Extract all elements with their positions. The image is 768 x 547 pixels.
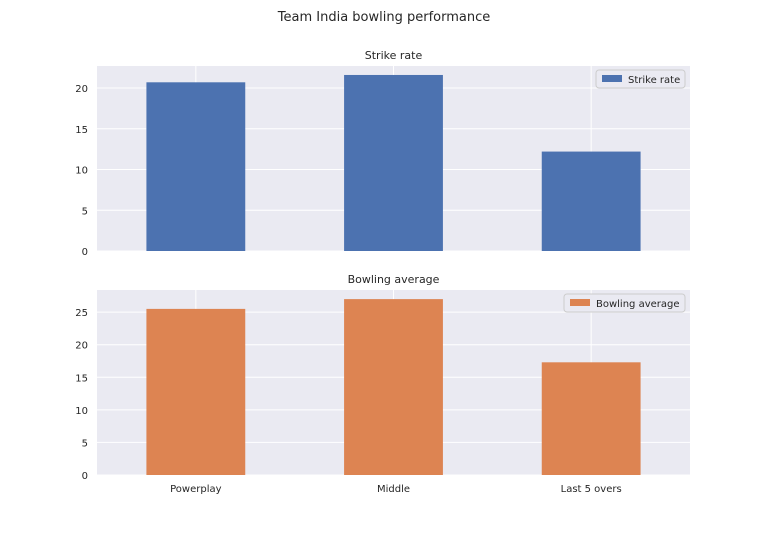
y-tick-label: 0 — [82, 471, 88, 482]
bar-powerplay — [146, 82, 246, 251]
legend-swatch — [570, 299, 590, 306]
legend-label: Strike rate — [628, 75, 680, 86]
legend-swatch — [602, 75, 622, 82]
y-tick-label: 15 — [75, 373, 88, 384]
legend: Strike rate — [595, 69, 686, 89]
bar-last-5-overs — [541, 362, 641, 475]
y-tick-label: 5 — [82, 206, 88, 217]
y-tick-label: 20 — [75, 84, 88, 95]
y-tick-label: 0 — [82, 247, 88, 258]
legend-label: Bowling average — [596, 299, 680, 310]
y-tick-label: 10 — [75, 406, 88, 417]
bar-middle — [344, 299, 443, 475]
subplot-2: 0 5 10 15 20 25 Powerplay Middle Last 5 overs Bow… — [75, 273, 690, 495]
subplot-title: Strike rate — [365, 49, 423, 62]
y-tick-label: 20 — [75, 341, 88, 352]
subplot-title: Bowling average — [348, 273, 440, 286]
figure-title: Team India bowling performance — [277, 10, 490, 25]
y-tick-label: 15 — [75, 125, 88, 136]
subplot-1: 0 5 10 15 20 Strike rate Strike rate — [75, 49, 690, 258]
bar-middle — [344, 74, 443, 252]
legend-box — [595, 69, 686, 89]
bar-last-5-overs — [541, 151, 641, 251]
x-tick-label: Last 5 overs — [561, 484, 622, 495]
y-tick-label: 25 — [75, 308, 88, 319]
y-tick-label: 5 — [82, 438, 88, 449]
x-tick-label: Middle — [377, 484, 410, 495]
bar-powerplay — [146, 308, 246, 475]
y-tick-label: 10 — [75, 166, 88, 177]
x-tick-label: Powerplay — [170, 484, 221, 495]
legend-box — [563, 293, 686, 313]
legend: Bowling average — [563, 293, 686, 313]
